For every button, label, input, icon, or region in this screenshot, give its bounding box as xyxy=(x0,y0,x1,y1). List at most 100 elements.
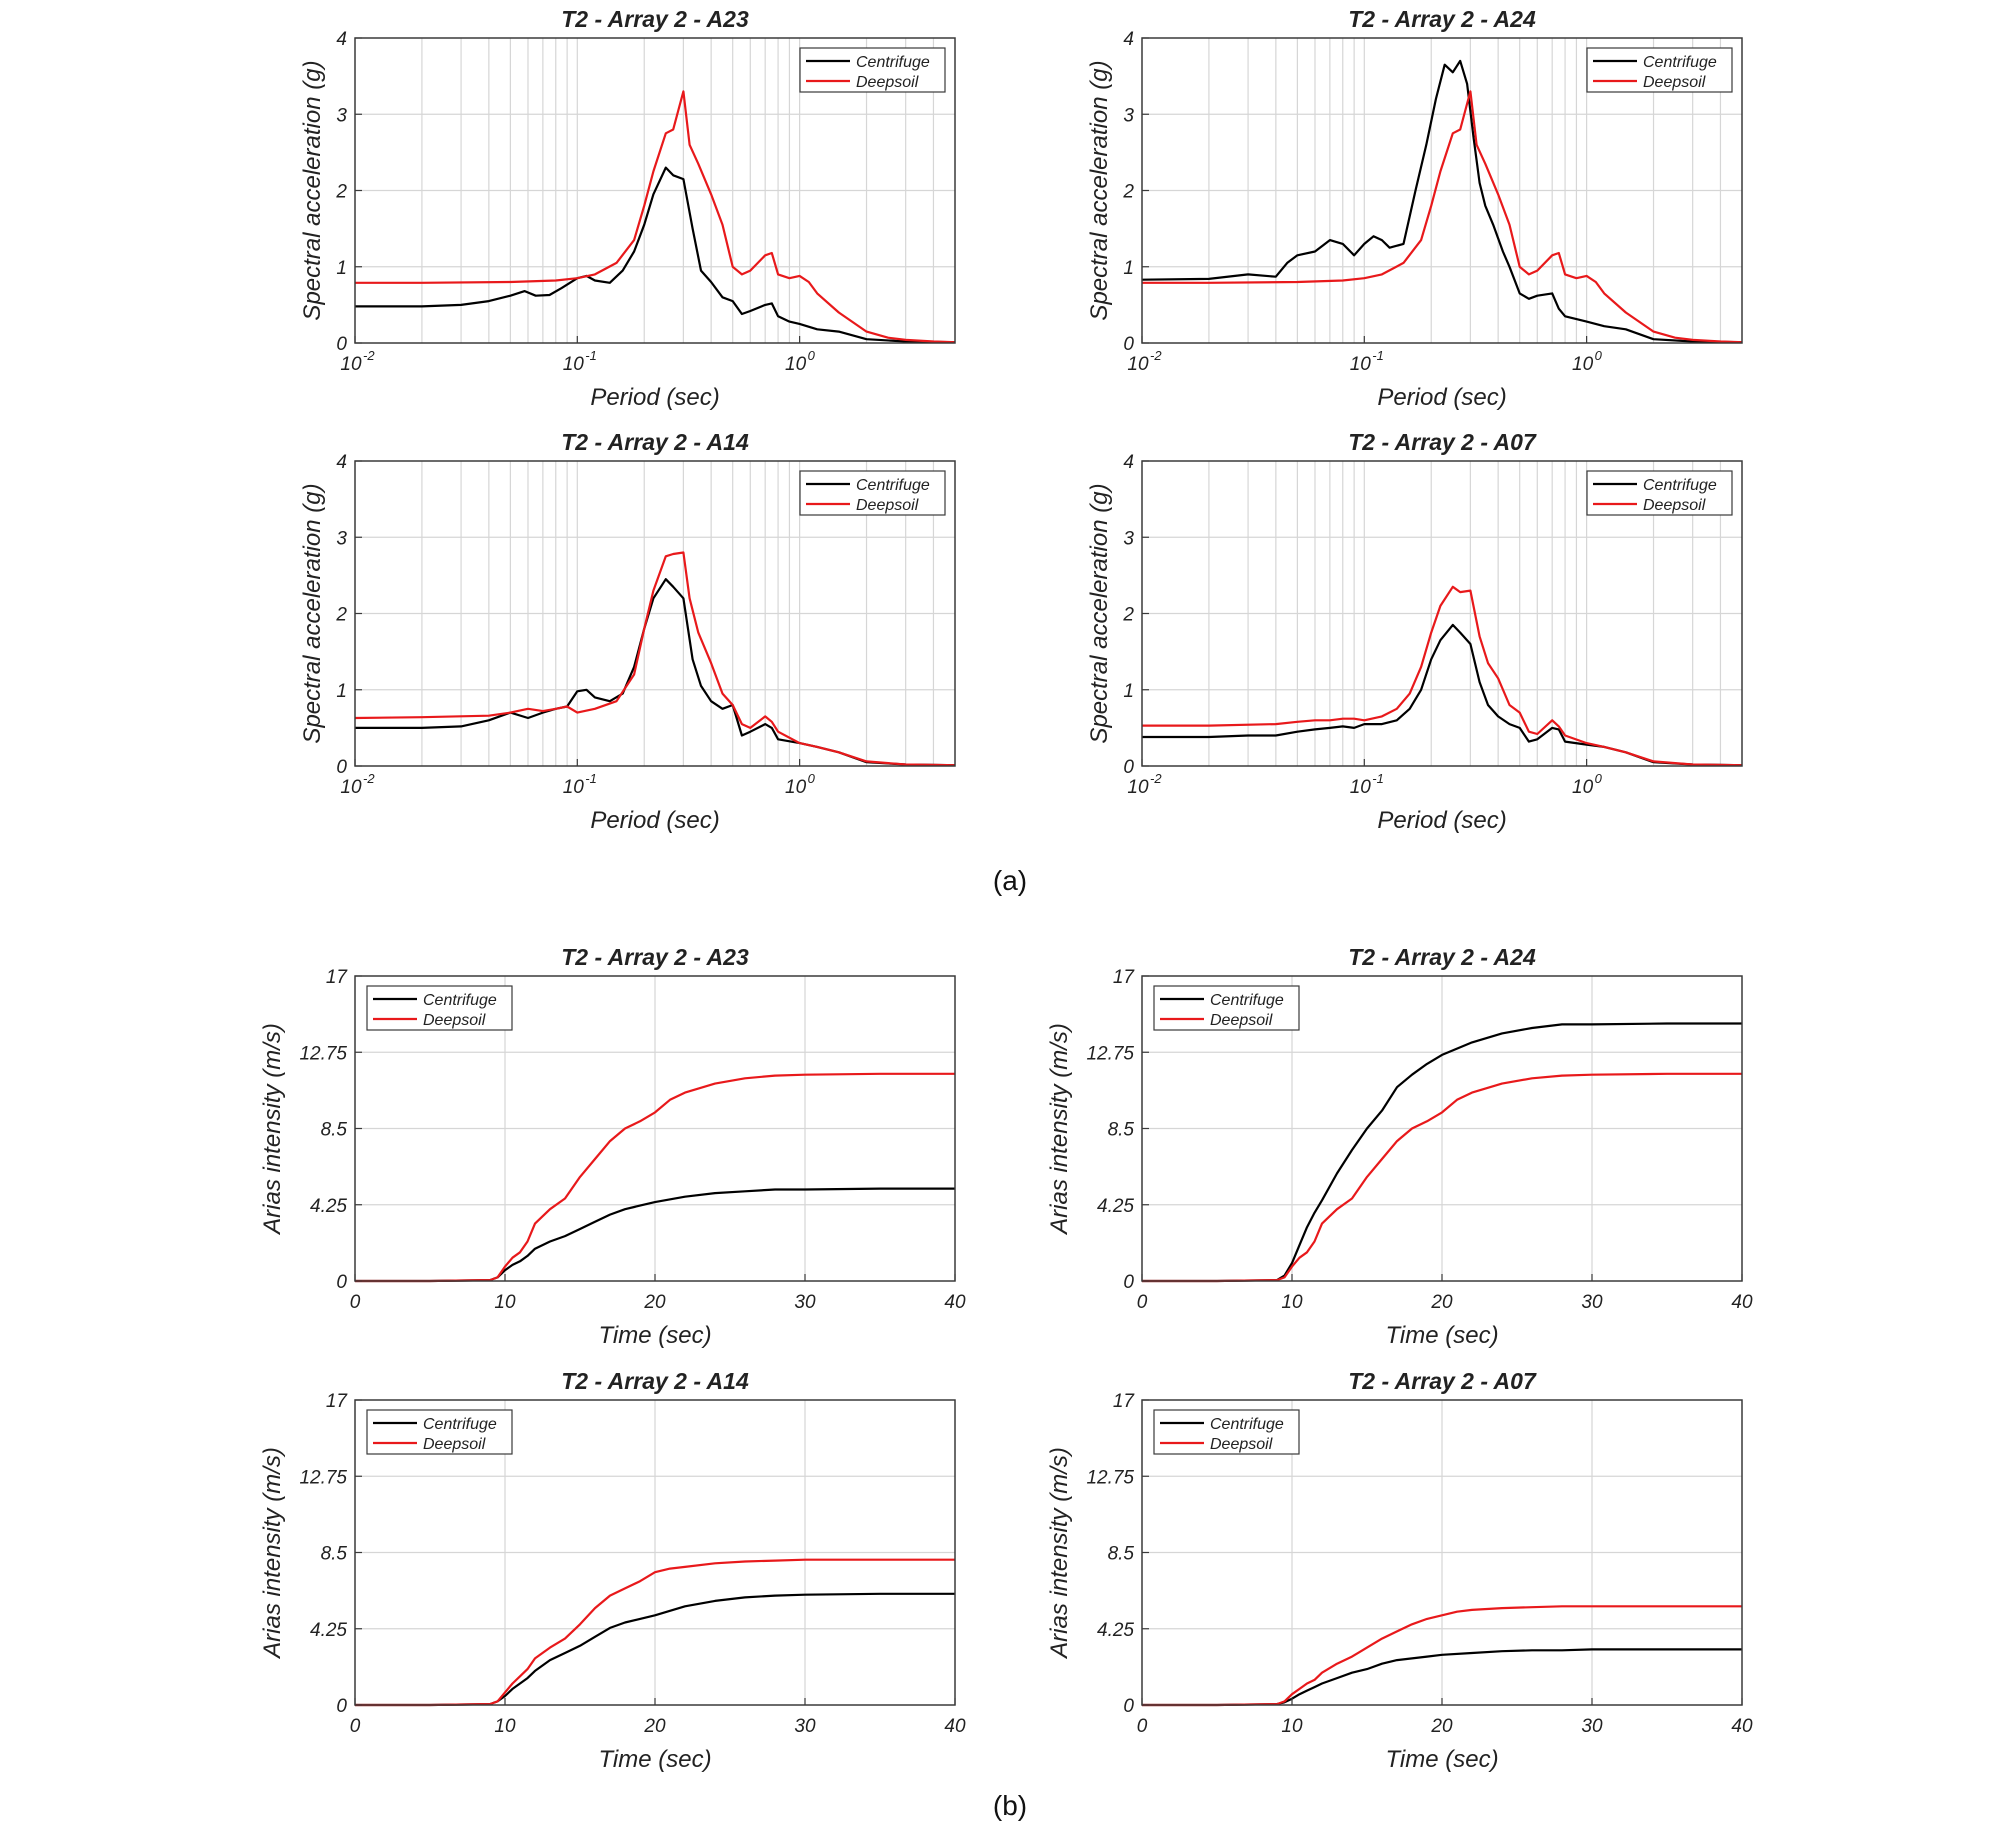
series-line-deepsoil xyxy=(354,551,956,767)
legend-box xyxy=(799,470,946,516)
x-tick-label: 40 xyxy=(1731,1716,1753,1737)
legend: Centrifuge Deepsoil xyxy=(366,985,513,1031)
y-tick-label: 4.25 xyxy=(310,1196,347,1217)
x-tick-label: 0 xyxy=(1137,1292,1148,1313)
legend: Centrifuge Deepsoil xyxy=(366,1409,513,1455)
y-tick-label: 2 xyxy=(335,605,347,626)
y-tick-label: 0 xyxy=(1123,1272,1134,1293)
grid xyxy=(355,976,955,1281)
x-axis-label: Time (sec) xyxy=(598,1322,711,1349)
x-tick-label-exponent: -1 xyxy=(585,348,597,363)
panel-title: T2 - Array 2 - A14 xyxy=(561,429,749,455)
y-tick-label: 12.75 xyxy=(299,1467,347,1488)
x-tick-label: 10 xyxy=(494,1716,516,1737)
legend-box xyxy=(366,1409,513,1455)
y-tick-label: 12.75 xyxy=(1086,1467,1134,1488)
x-tick-label: 30 xyxy=(794,1716,816,1737)
x-tick-label: 10 xyxy=(563,777,585,798)
y-tick-label: 3 xyxy=(336,105,347,126)
legend-label-centrifuge: Centrifuge xyxy=(423,1416,497,1433)
y-axis-label: Arias intensity (m/s) xyxy=(1046,1447,1073,1660)
legend-box xyxy=(1153,1409,1300,1455)
legend: Centrifuge Deepsoil xyxy=(1586,470,1733,516)
y-tick-label: 1 xyxy=(1123,681,1134,702)
x-tick-label-exponent: 0 xyxy=(1595,771,1603,786)
legend-label-centrifuge: Centrifuge xyxy=(856,54,930,71)
y-tick-label: 0 xyxy=(336,1696,347,1717)
series-line-deepsoil xyxy=(1142,1072,1742,1283)
x-tick-label: 30 xyxy=(794,1292,816,1313)
y-tick-label: 1 xyxy=(336,258,347,279)
panel-ai-a07: 0 4.25 8.5 12.75 17 0 10 20 30 40 T2 - Array 2 - A… xyxy=(1046,1368,1753,1773)
caption-a: (a) xyxy=(993,865,1027,896)
panel-title: T2 - Array 2 - A23 xyxy=(561,6,749,32)
x-tick-label-exponent: -2 xyxy=(363,348,375,363)
legend-label-centrifuge: Centrifuge xyxy=(1210,1416,1284,1433)
y-tick-label: 4.25 xyxy=(1097,1196,1134,1217)
y-tick-label: 1 xyxy=(1123,258,1134,279)
y-tick-label: 17 xyxy=(1113,967,1136,988)
panel-title: T2 - Array 2 - A23 xyxy=(561,944,749,970)
y-tick-label: 1 xyxy=(336,681,347,702)
legend-label-deepsoil: Deepsoil xyxy=(1643,74,1706,91)
y-axis-label: Arias intensity (m/s) xyxy=(259,1447,286,1660)
panel-title: T2 - Array 2 - A24 xyxy=(1348,944,1536,970)
x-tick-label: 10 xyxy=(340,354,362,375)
legend-box xyxy=(366,985,513,1031)
series-line-deepsoil xyxy=(355,1558,955,1707)
x-axis-label: Period (sec) xyxy=(1377,807,1506,834)
y-tick-label: 0 xyxy=(1123,334,1134,355)
series-line-deepsoil xyxy=(1142,1605,1742,1707)
legend: Centrifuge Deepsoil xyxy=(799,47,946,93)
series-line-centrifuge xyxy=(1142,1648,1742,1707)
x-tick-label: 40 xyxy=(1731,1292,1753,1313)
x-tick-label: 20 xyxy=(1430,1716,1453,1737)
panel-ai-a14: 0 4.25 8.5 12.75 17 0 10 20 30 40 T2 - Array 2 - A… xyxy=(259,1368,966,1773)
x-tick-label: 20 xyxy=(1430,1292,1453,1313)
x-tick-label-exponent: 0 xyxy=(808,348,816,363)
y-tick-label: 17 xyxy=(1113,1391,1136,1412)
x-tick-label-exponent: -1 xyxy=(585,771,597,786)
x-tick-label-exponent: -2 xyxy=(1150,348,1162,363)
x-tick-label: 10 xyxy=(340,777,362,798)
y-tick-label: 0 xyxy=(1123,1696,1134,1717)
y-tick-label: 0 xyxy=(336,757,347,778)
legend: Centrifuge Deepsoil xyxy=(799,470,946,516)
legend-label-centrifuge: Centrifuge xyxy=(1643,477,1717,494)
x-tick-label-exponent: -1 xyxy=(1372,771,1384,786)
legend-label-deepsoil: Deepsoil xyxy=(856,497,919,514)
legend-box xyxy=(1586,47,1733,93)
legend-label-deepsoil: Deepsoil xyxy=(856,74,919,91)
panel-title: T2 - Array 2 - A14 xyxy=(561,1368,749,1394)
y-tick-label: 8.5 xyxy=(1108,1544,1135,1565)
y-tick-label: 4 xyxy=(1123,29,1134,50)
legend-label-centrifuge: Centrifuge xyxy=(1210,992,1284,1009)
series-line-centrifuge xyxy=(355,1187,955,1283)
x-tick-label: 20 xyxy=(643,1716,666,1737)
series-line-centrifuge xyxy=(355,578,956,767)
y-tick-label: 2 xyxy=(1122,605,1134,626)
y-tick-label: 4.25 xyxy=(1097,1620,1134,1641)
series-line-centrifuge xyxy=(1142,1022,1742,1283)
caption-b: (b) xyxy=(993,1790,1027,1821)
x-tick-label: 10 xyxy=(1350,354,1372,375)
x-tick-label: 10 xyxy=(1127,354,1149,375)
y-tick-label: 4 xyxy=(336,29,347,50)
legend-label-centrifuge: Centrifuge xyxy=(423,992,497,1009)
y-tick-label: 12.75 xyxy=(1086,1043,1134,1064)
legend-box xyxy=(1586,470,1733,516)
x-tick-label: 0 xyxy=(350,1292,361,1313)
y-tick-label: 8.5 xyxy=(1108,1120,1135,1141)
y-tick-label: 0 xyxy=(1123,757,1134,778)
series-line-deepsoil xyxy=(355,1072,955,1283)
y-tick-label: 4.25 xyxy=(310,1620,347,1641)
panel-ai-a24: 0 4.25 8.5 12.75 17 0 10 20 30 40 T2 - Array 2 - A… xyxy=(1046,944,1753,1349)
x-axis-label: Period (sec) xyxy=(590,384,719,411)
x-tick-label: 10 xyxy=(494,1292,516,1313)
series-line-deepsoil xyxy=(355,90,956,344)
